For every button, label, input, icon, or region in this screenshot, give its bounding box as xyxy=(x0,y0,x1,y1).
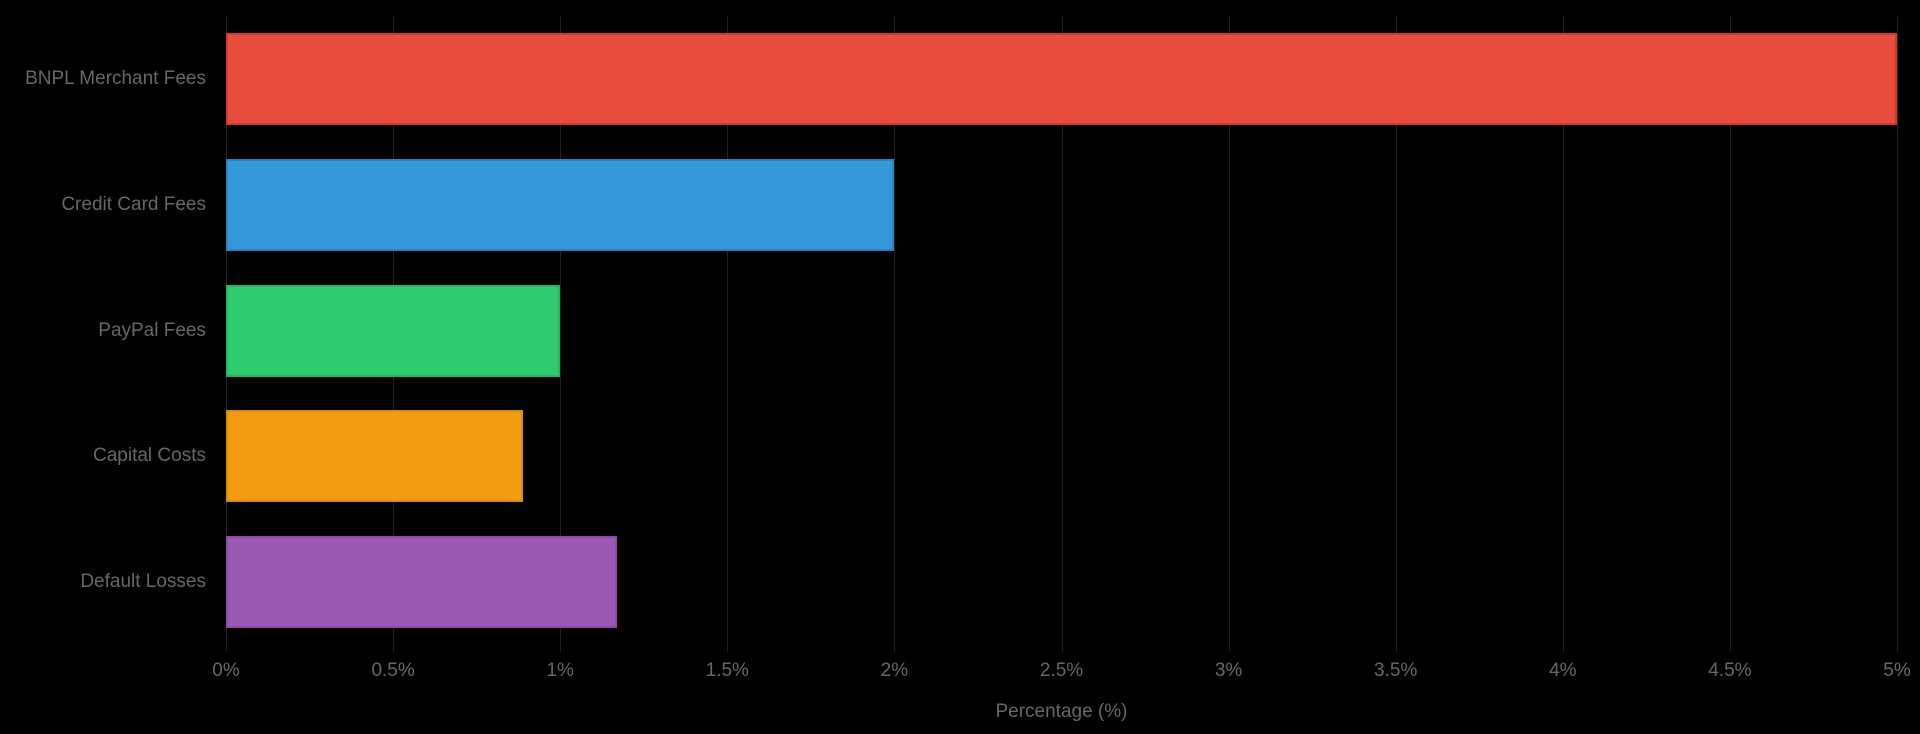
gridline xyxy=(560,16,562,652)
x-tick-label-5-: 5% xyxy=(1883,660,1911,681)
y-axis-label-credit-card-fees: Credit Card Fees xyxy=(61,193,206,215)
x-tick-label-1-5-: 1.5% xyxy=(705,660,749,681)
x-tick-label-4-5-: 4.5% xyxy=(1708,660,1752,681)
gridline xyxy=(1897,16,1898,652)
gridline xyxy=(1061,16,1063,652)
y-axis-label-bnpl-merchant-fees: BNPL Merchant Fees xyxy=(25,67,206,89)
gridline xyxy=(894,16,896,652)
x-axis-title: Percentage (%) xyxy=(995,701,1128,722)
x-tick-label-2-5-: 2.5% xyxy=(1039,660,1084,681)
bar-credit-card-fees xyxy=(226,158,895,251)
bar-capital-costs xyxy=(226,410,524,503)
gridline xyxy=(1562,16,1564,652)
y-axis-label-paypal-fees: PayPal Fees xyxy=(98,319,206,341)
x-tick-label-3-5-: 3.5% xyxy=(1374,660,1418,681)
x-tick-label-0-5-: 0.5% xyxy=(371,660,415,681)
gridline xyxy=(727,16,729,652)
y-axis-label-capital-costs: Capital Costs xyxy=(93,445,206,467)
x-tick-label-4-: 4% xyxy=(1549,660,1577,681)
x-tick-label-0-: 0% xyxy=(212,660,240,681)
x-tick-label-1-: 1% xyxy=(546,660,574,681)
bar-bnpl-merchant-fees xyxy=(226,32,1897,125)
x-tick-label-2-: 2% xyxy=(880,660,909,681)
gridline xyxy=(1395,16,1397,652)
bar-default-losses xyxy=(226,536,617,629)
gridline xyxy=(1729,16,1731,652)
gridline xyxy=(1228,16,1230,652)
y-axis-label-default-losses: Default Losses xyxy=(80,571,206,593)
bar-paypal-fees xyxy=(226,284,561,377)
x-tick-label-3-: 3% xyxy=(1214,660,1243,681)
